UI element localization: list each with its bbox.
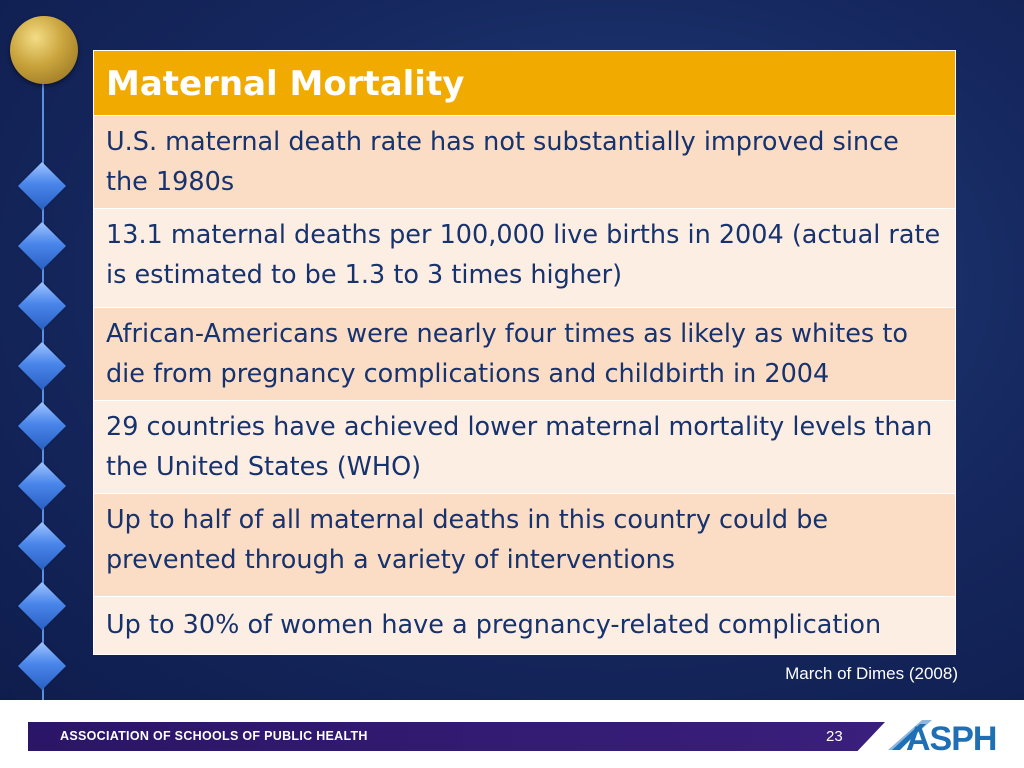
table-row: 29 countries have achieved lower materna… — [94, 401, 955, 494]
table-row: Up to 30% of women have a pregnancy-rela… — [94, 597, 955, 654]
asph-logo: ASPH — [888, 720, 997, 758]
footer-bar — [28, 722, 885, 751]
gold-ball-icon — [10, 16, 78, 84]
citation-text: March of Dimes (2008) — [785, 664, 958, 683]
table-row: African-Americans were nearly four times… — [94, 308, 955, 401]
table-header: Maternal Mortality — [94, 51, 955, 116]
mortality-table: Maternal Mortality U.S. maternal death r… — [93, 50, 956, 655]
page-number: 23 — [826, 728, 843, 745]
footer-organization: ASSOCIATION OF SCHOOLS OF PUBLIC HEALTH — [60, 729, 368, 743]
table-row: Up to half of all maternal deaths in thi… — [94, 494, 955, 597]
table-row: 13.1 maternal deaths per 100,000 live bi… — [94, 209, 955, 308]
svg-text:ASPH: ASPH — [906, 720, 996, 758]
table-row: U.S. maternal death rate has not substan… — [94, 116, 955, 209]
